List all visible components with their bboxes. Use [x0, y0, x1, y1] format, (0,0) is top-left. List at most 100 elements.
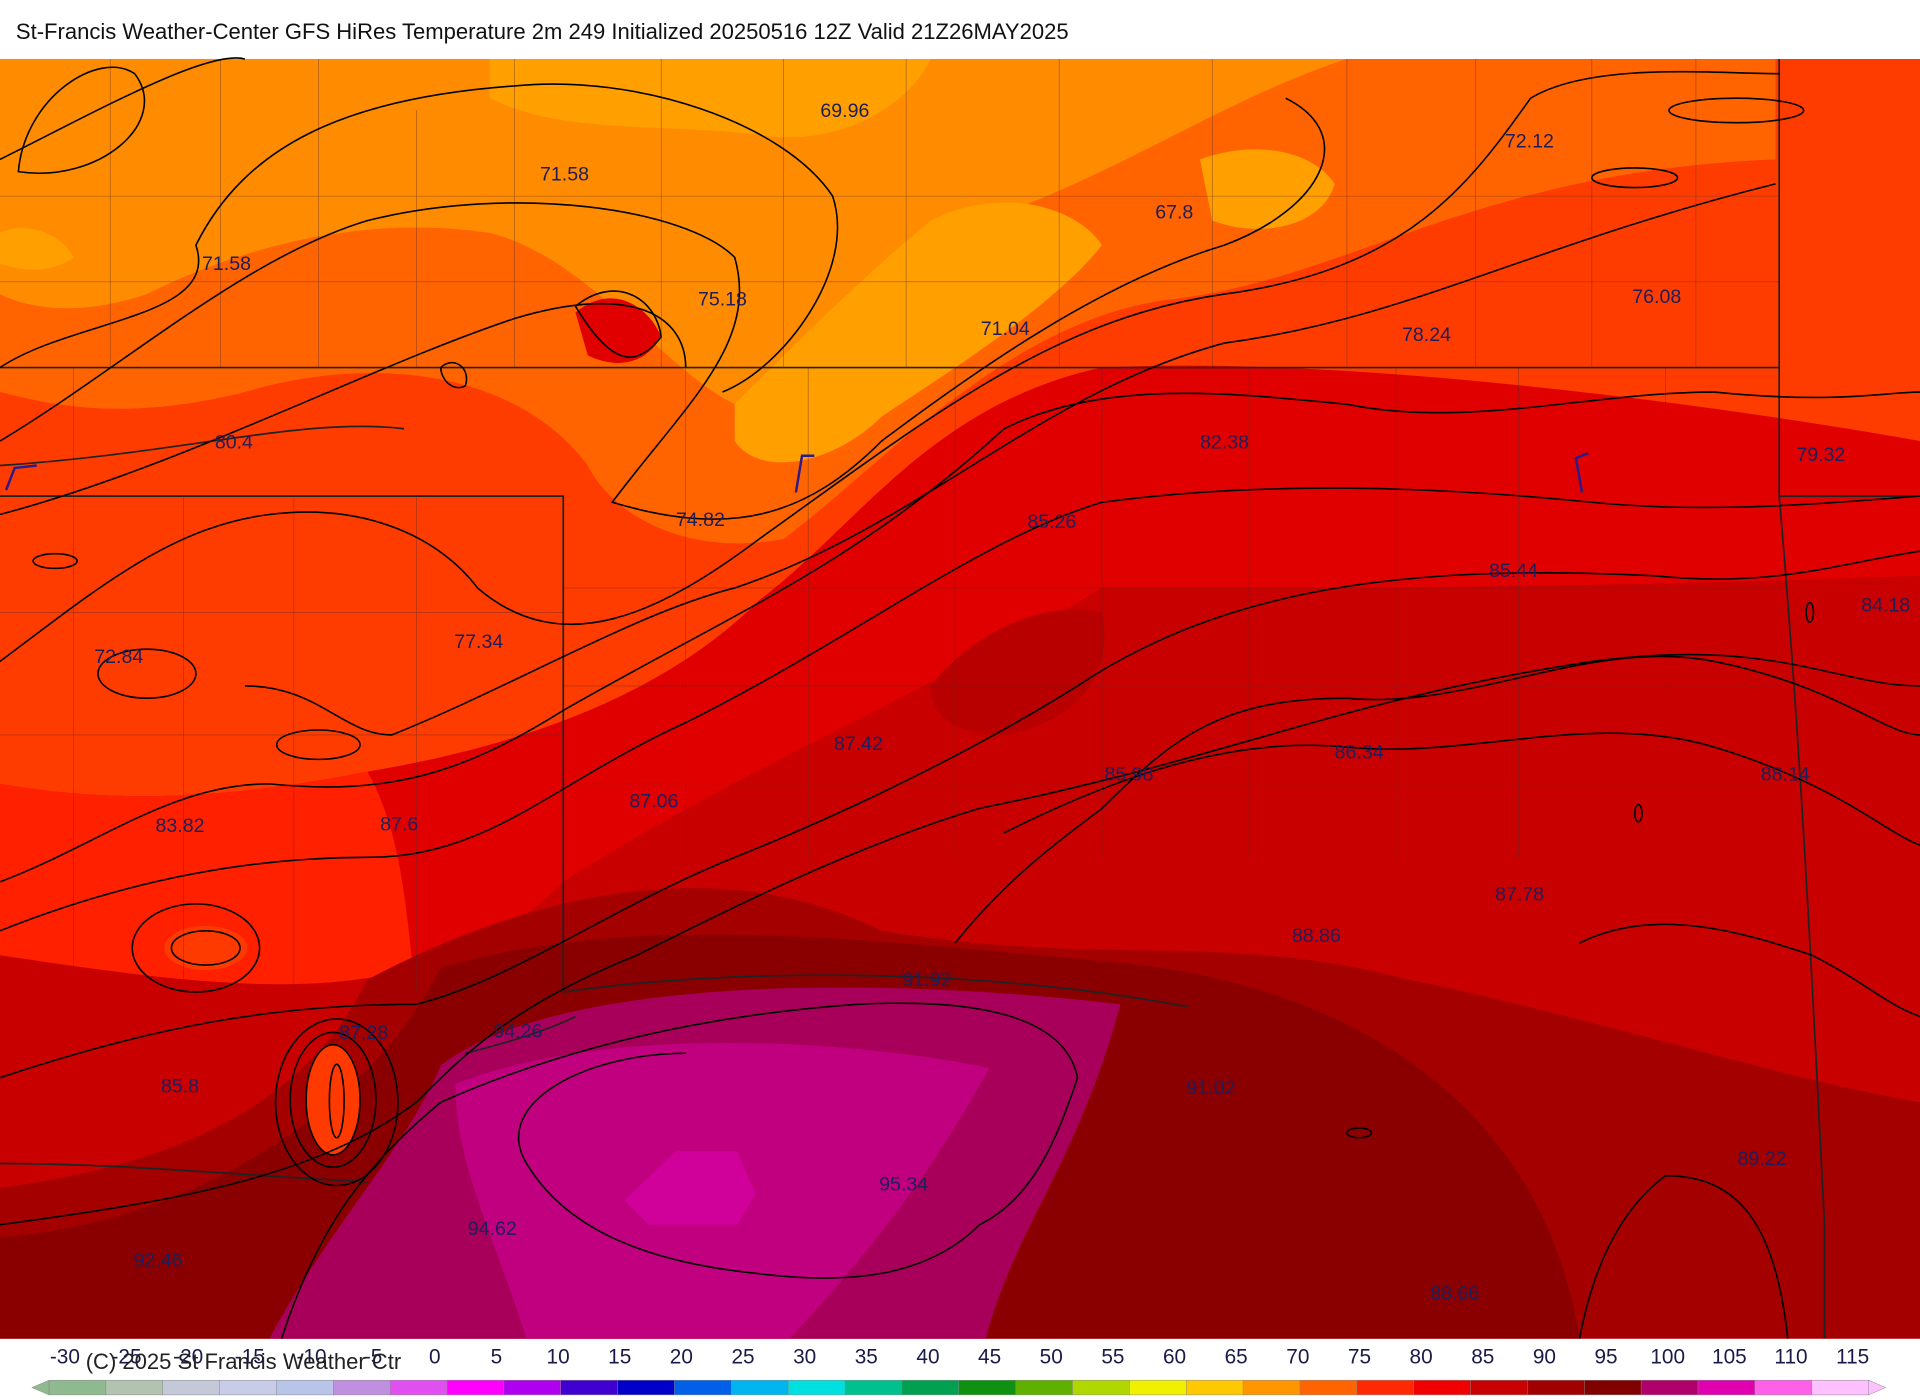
colorbar-swatch [1640, 1379, 1699, 1396]
colorbar-tick-label: -15 [235, 1346, 265, 1369]
temperature-label: 82.38 [1200, 432, 1249, 454]
colorbar-swatch [958, 1379, 1017, 1396]
colorbar-swatch [1811, 1379, 1870, 1396]
colorbar-tick-label: 70 [1286, 1346, 1309, 1369]
temperature-label: 74.82 [676, 509, 725, 531]
colorbar-swatch [446, 1379, 505, 1396]
temperature-label: 79.32 [1796, 444, 1845, 466]
temperature-label: 77.34 [454, 631, 503, 653]
colorbar-tick-label: 100 [1650, 1346, 1685, 1369]
temperature-label: 85.8 [161, 1076, 199, 1098]
temperature-label: 87.78 [1495, 883, 1544, 905]
colorbar-swatch [503, 1379, 562, 1396]
temperature-label: 76.08 [1632, 286, 1681, 308]
temperature-label: 72.12 [1505, 130, 1554, 152]
colorbar-swatch [844, 1379, 903, 1396]
temperature-label: 71.58 [540, 163, 589, 185]
colorbar-tick-label: 50 [1040, 1346, 1063, 1369]
temperature-label: 69.96 [820, 100, 869, 122]
colorbar-swatch [162, 1379, 221, 1396]
state-borders [0, 58, 1920, 1339]
temperature-label: 88.66 [1430, 1283, 1479, 1305]
colorbar-swatch [1413, 1379, 1472, 1396]
colorbar-tick-label: 40 [916, 1346, 939, 1369]
colorbar: -30 -25 -20 -15 -10 -5 0 5 10 15 20 25 30 35 40 45 50 55 6… [31, 1346, 1887, 1396]
temperature-label: 91.92 [902, 969, 951, 991]
temperature-label: 88.86 [1292, 925, 1341, 947]
colorbar-swatch [1697, 1379, 1756, 1396]
colorbar-end [1868, 1379, 1887, 1396]
colorbar-swatch [219, 1379, 278, 1396]
temperature-label: 85.98 [1104, 763, 1153, 785]
temperature-label: 95.34 [879, 1174, 928, 1196]
colorbar-swatch [333, 1379, 392, 1396]
colorbar-tick-label: 105 [1712, 1346, 1747, 1369]
colorbar-swatch [1072, 1379, 1131, 1396]
colorbar-tick-label: 115 [1836, 1346, 1869, 1369]
temperature-field [0, 58, 1920, 1339]
temperature-label: 80.4 [215, 432, 253, 454]
temperature-label: 89.22 [1738, 1148, 1787, 1170]
temperature-label: 86.34 [1335, 741, 1384, 763]
colorbar-swatch [901, 1379, 960, 1396]
colorbar-tick-label: 20 [670, 1346, 693, 1369]
temperature-labels: 69.96 71.58 71.58 75.18 72.12 67.8 71.04 78.24 7… [94, 100, 1910, 1305]
colorbar-tick-label: -5 [364, 1346, 383, 1369]
temperature-label: 87.28 [339, 1022, 388, 1044]
temperature-label: 71.04 [981, 318, 1030, 340]
colorbar-swatch [276, 1379, 335, 1396]
colorbar-tick-label: 90 [1533, 1346, 1556, 1369]
colorbar-tick-label: 75 [1348, 1346, 1371, 1369]
colorbar-swatch [674, 1379, 733, 1396]
temperature-label: 87.42 [834, 733, 883, 755]
colorbar-swatch [389, 1379, 448, 1396]
colorbar-swatch [787, 1379, 846, 1396]
colorbar-tick-label: -30 [50, 1346, 80, 1369]
temperature-label: 85.44 [1489, 560, 1538, 582]
isotherm-contours [0, 57, 1920, 1339]
wind-barbs [4, 452, 1589, 493]
colorbar-tick-label: 10 [547, 1346, 570, 1369]
colorbar-swatch [731, 1379, 790, 1396]
colorbar-swatch [1015, 1379, 1074, 1396]
colorbar-swatch [1299, 1379, 1358, 1396]
colorbar-swatch [617, 1379, 676, 1396]
colorbar-swatch [1527, 1379, 1586, 1396]
colorbar-tick-label: 60 [1163, 1346, 1186, 1369]
colorbar-tick-label: -10 [296, 1346, 326, 1369]
temperature-label: 75.18 [698, 288, 747, 310]
colorbar-swatch [1584, 1379, 1642, 1396]
colorbar-tick-label: 55 [1101, 1346, 1124, 1369]
colorbar-tick-label: -20 [173, 1346, 203, 1369]
colorbar-tick-label: 25 [731, 1346, 754, 1369]
colorbar-swatch [48, 1379, 107, 1396]
temperature-label: 71.58 [202, 253, 251, 275]
temperature-label: 92.46 [133, 1250, 182, 1272]
colorbar-swatch [1242, 1379, 1301, 1396]
temperature-label: 88.14 [1761, 763, 1810, 785]
colorbar-swatch [1470, 1379, 1529, 1396]
colorbar-swatch [1754, 1379, 1813, 1396]
colorbar-tick-label: 95 [1594, 1346, 1617, 1369]
temperature-label: 91.02 [1187, 1077, 1236, 1099]
temperature-label: 67.8 [1155, 201, 1193, 223]
colorbar-swatch [105, 1379, 164, 1396]
colorbar-end [31, 1379, 50, 1396]
colorbar-swatch [1185, 1379, 1244, 1396]
temperature-label: 78.24 [1402, 324, 1451, 346]
county-lines [0, 58, 1780, 993]
temperature-label: 94.26 [493, 1021, 542, 1043]
colorbar-tick-label: 65 [1225, 1346, 1248, 1369]
temperature-label: 83.82 [156, 815, 205, 837]
colorbar-tick-label: 35 [855, 1346, 878, 1369]
temperature-label: 84.18 [1861, 594, 1910, 616]
temperature-label: 72.84 [94, 646, 143, 668]
colorbar-tick-label: 80 [1410, 1346, 1433, 1369]
colorbar-tick-label: 5 [491, 1346, 503, 1369]
colorbar-tick-label: -25 [112, 1346, 142, 1369]
temperature-label: 87.6 [380, 814, 418, 836]
colorbar-tick-label: 110 [1774, 1346, 1807, 1369]
temperature-label: 87.06 [629, 790, 678, 812]
